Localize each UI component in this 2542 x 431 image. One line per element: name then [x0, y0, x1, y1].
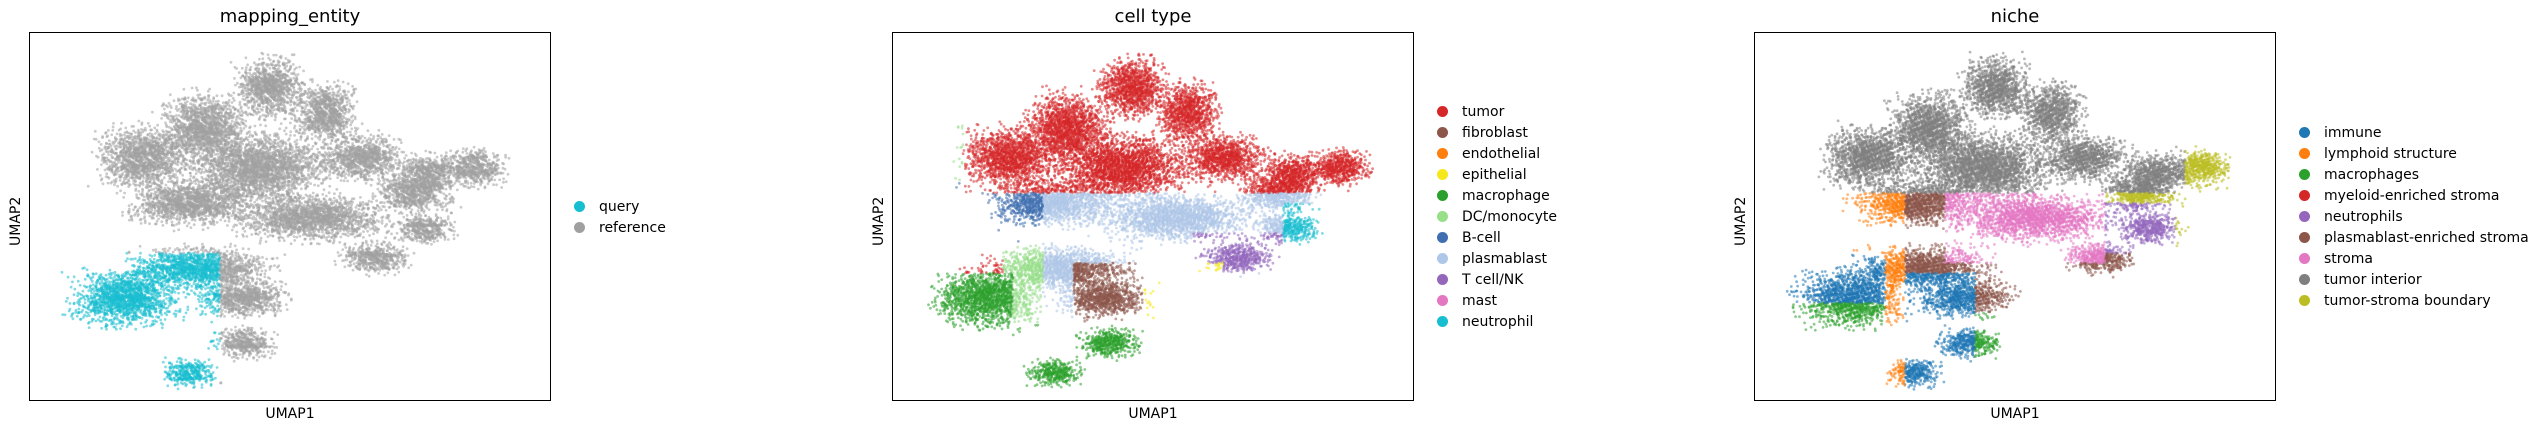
- umap-point: [140, 128, 143, 131]
- umap-point: [176, 163, 180, 167]
- umap-point: [120, 121, 123, 125]
- umap-point: [105, 162, 109, 166]
- umap-point: [111, 125, 115, 129]
- umap-point: [119, 189, 122, 193]
- umap-point: [96, 168, 99, 171]
- umap-point: [104, 131, 108, 134]
- umap-point: [192, 176, 195, 180]
- umap-point: [148, 132, 152, 135]
- umap-point: [97, 146, 101, 150]
- umap-point: [153, 126, 157, 130]
- umap-point: [118, 179, 122, 182]
- umap-scatter: [60, 51, 511, 391]
- umap-panel-mapping-entity: mapping_entity UMAP2 UMAP1 query referenc…: [0, 0, 720, 431]
- umap-point: [93, 129, 97, 133]
- umap-point: [101, 182, 105, 186]
- umap-point: [97, 140, 101, 144]
- umap-point: [173, 176, 177, 179]
- umap-point: [90, 150, 94, 154]
- umap-point: [121, 139, 124, 142]
- point-cloud: [60, 51, 511, 391]
- umap-point: [100, 163, 103, 167]
- umap-point: [117, 160, 120, 164]
- umap-point: [154, 132, 157, 135]
- umap-point: [113, 180, 117, 184]
- umap-point: [123, 182, 127, 185]
- umap-point: [167, 180, 170, 184]
- umap-point: [142, 176, 146, 180]
- plot-area: [29, 32, 551, 401]
- panel-title: mapping_entity: [29, 6, 551, 27]
- umap-point: [116, 184, 119, 188]
- umap-point: [110, 153, 113, 157]
